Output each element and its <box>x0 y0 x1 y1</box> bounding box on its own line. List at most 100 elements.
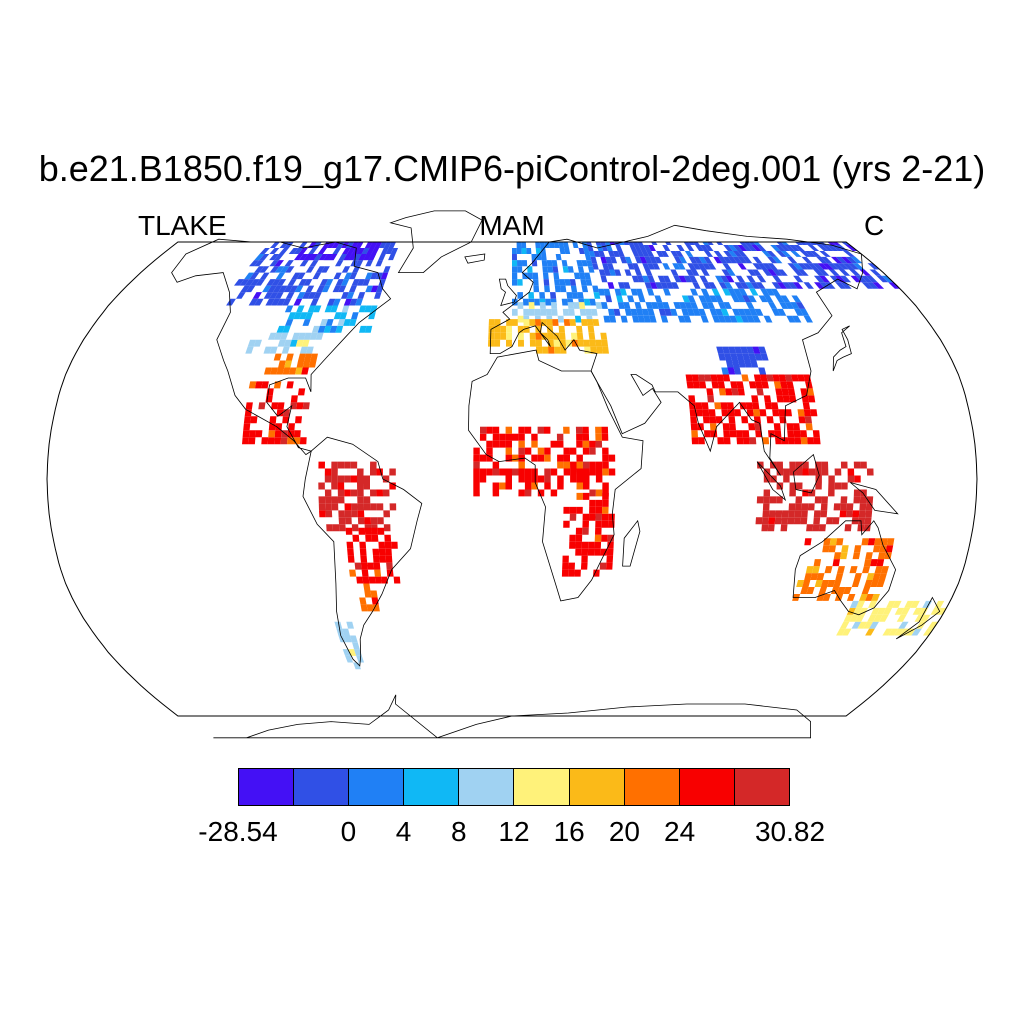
temperature-cell <box>757 263 768 270</box>
temperature-cell <box>561 722 567 728</box>
temperature-cell <box>740 733 752 738</box>
temperature-cell <box>767 524 775 532</box>
temperature-cell <box>607 282 615 289</box>
temperature-cell <box>271 716 282 722</box>
temperature-cell <box>492 468 500 476</box>
temperature-cell <box>588 332 596 340</box>
temperature-cell <box>691 374 699 382</box>
temperature-cell <box>288 738 299 743</box>
temperature-cell <box>784 245 796 251</box>
temperature-cell <box>828 269 840 276</box>
temperature-cell <box>378 254 386 261</box>
temperature-cell <box>241 722 252 728</box>
temperature-cell <box>569 722 575 728</box>
temperature-cell <box>322 236 331 242</box>
colorbar-box <box>349 769 405 805</box>
temperature-cell <box>631 275 640 283</box>
temperature-cell <box>473 454 480 462</box>
temperature-cell <box>291 332 301 340</box>
temperature-cell <box>801 510 808 518</box>
temperature-cell <box>765 288 775 296</box>
temperature-cell <box>575 548 582 556</box>
temperature-cell <box>532 272 539 280</box>
temperature-cell <box>405 733 413 738</box>
temperature-cell <box>598 251 606 257</box>
temperature-cell <box>479 454 487 462</box>
temperature-cell <box>683 315 692 323</box>
temperature-cell <box>444 743 450 747</box>
temperature-cell <box>606 555 614 563</box>
temperature-cell <box>359 541 367 549</box>
temperature-cell <box>389 727 397 732</box>
temperature-cell <box>364 325 373 333</box>
temperature-cell <box>367 231 375 237</box>
temperature-cell <box>583 722 589 728</box>
temperature-cell <box>360 604 368 612</box>
temperature-cell <box>274 292 284 299</box>
temperature-cell <box>285 353 294 361</box>
temperature-cell <box>612 716 619 722</box>
temperature-cell <box>793 517 801 525</box>
temperature-cell <box>774 295 785 303</box>
temperature-cell <box>359 738 368 743</box>
temperature-cell <box>353 662 361 670</box>
temperature-cell <box>388 254 396 261</box>
temperature-cell <box>540 308 547 316</box>
temperature-cell <box>818 269 830 276</box>
temperature-cell <box>295 743 306 747</box>
temperature-cell <box>753 234 764 240</box>
temperature-cell <box>860 489 867 497</box>
temperature-cell <box>849 269 861 276</box>
temperature-cell <box>589 298 597 306</box>
temperature-cell <box>289 716 299 722</box>
temperature-cell <box>294 236 304 242</box>
temperature-cell <box>688 256 698 264</box>
temperature-cell <box>837 587 846 594</box>
temperature-cell <box>553 242 560 248</box>
temperature-cell <box>690 423 698 431</box>
temperature-cell <box>720 275 730 283</box>
temperature-cell <box>638 295 646 303</box>
temperature-cell <box>570 285 578 293</box>
temperature-cell <box>210 716 222 722</box>
temperature-cell <box>531 475 538 483</box>
temperature-cell <box>821 256 833 264</box>
temperature-cell <box>317 236 326 242</box>
temperature-cell <box>623 727 631 732</box>
temperature-cell <box>311 325 320 333</box>
temperature-cell <box>783 468 790 476</box>
temperature-cell <box>769 496 777 504</box>
temperature-cell <box>299 236 309 242</box>
temperature-cell <box>679 743 689 747</box>
temperature-cell <box>351 503 358 511</box>
temperature-cell <box>528 308 535 316</box>
temperature-cell <box>627 295 635 303</box>
temperature-cell <box>715 275 724 283</box>
temperature-cell <box>727 256 738 264</box>
temperature-cell <box>764 402 773 410</box>
temperature-cell <box>559 332 566 340</box>
temperature-cell <box>544 468 551 476</box>
temperature-cell <box>806 524 814 532</box>
temperature-cell <box>829 538 838 546</box>
temperature-cell <box>554 733 560 738</box>
temperature-cell <box>287 279 297 286</box>
temperature-cell <box>238 716 249 722</box>
temperature-cell <box>355 298 363 306</box>
temperature-cell <box>748 381 757 389</box>
temperature-cell <box>660 251 669 257</box>
temperature-cell <box>322 236 331 242</box>
temperature-cell <box>602 727 609 732</box>
temperature-cell <box>776 468 784 476</box>
temperature-cell <box>338 517 346 525</box>
temperature-cell <box>486 440 493 448</box>
temperature-cell <box>583 248 590 254</box>
temperature-cell <box>269 346 278 354</box>
temperature-cell <box>624 234 632 240</box>
coast-borneo <box>792 453 820 494</box>
temperature-cell <box>780 295 791 303</box>
temperature-cell <box>276 738 288 743</box>
temperature-cell <box>569 319 576 326</box>
temperature-cell <box>758 367 767 375</box>
temperature-cell <box>675 727 684 732</box>
